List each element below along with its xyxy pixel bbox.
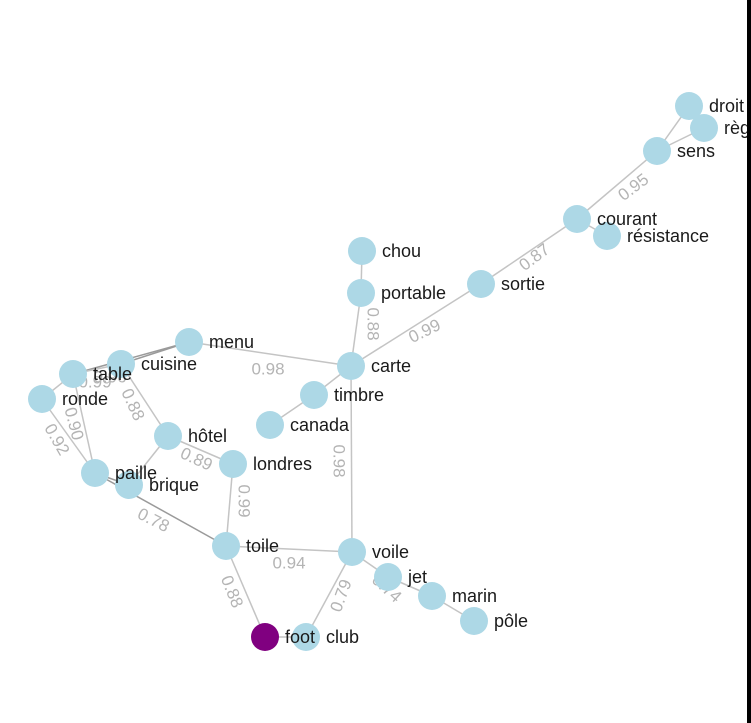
node-timbre[interactable] [300, 381, 328, 409]
node-label-table: table [93, 364, 132, 384]
edge-table-paille [72, 373, 96, 474]
node-label-pole: pôle [494, 611, 528, 631]
node-portable[interactable] [347, 279, 375, 307]
node-label-jet: jet [407, 567, 427, 587]
edge-ronde-paille [41, 398, 96, 474]
node-courant[interactable] [563, 205, 591, 233]
node-chou[interactable] [348, 237, 376, 265]
node-label-club: club [326, 627, 359, 647]
node-label-menu: menu [209, 332, 254, 352]
node-label-sens: sens [677, 141, 715, 161]
node-label-voile: voile [372, 542, 409, 562]
edge-weight-carte-voile: 0.98 [330, 444, 349, 477]
node-label-courant: courant [597, 209, 657, 229]
edge-sens-courant [576, 150, 658, 220]
node-cuisine[interactable] [107, 350, 135, 378]
node-label-paille: paille [115, 463, 157, 483]
node-label-cuisine: cuisine [141, 354, 197, 374]
node-resistance[interactable] [593, 222, 621, 250]
node-label-regle: règ [724, 118, 750, 138]
node-label-hotel: hôtel [188, 426, 227, 446]
edge-carte-menu [188, 341, 352, 367]
edge-weight-hotel-londres: 0.89 [177, 443, 215, 474]
node-label-canada: canada [290, 415, 350, 435]
node-label-sortie: sortie [501, 274, 545, 294]
node-hotel[interactable] [154, 422, 182, 450]
edge-weight-carte-menu: 0.98 [251, 359, 284, 378]
edge-weight-courant-sortie: 0.87 [515, 240, 553, 275]
edge-weight-sortie-carte: 0.99 [406, 315, 444, 347]
node-paille[interactable] [81, 459, 109, 487]
node-label-chou: chou [382, 241, 421, 261]
edge-toile-foot [225, 545, 266, 638]
node-jet[interactable] [374, 563, 402, 591]
node-table[interactable] [59, 360, 87, 388]
node-canada[interactable] [256, 411, 284, 439]
edge-voile-club [305, 551, 353, 638]
window-edge [747, 0, 751, 723]
edge-weight-sens-courant: 0.95 [614, 170, 652, 205]
edge-courant-sortie [480, 218, 578, 285]
edge-weight-portable-carte: 0.88 [364, 307, 383, 340]
edge-weight-cuisine-hotel: 0.88 [117, 386, 148, 424]
edge-sortie-carte [350, 283, 482, 367]
node-marin[interactable] [418, 582, 446, 610]
node-foot[interactable] [251, 623, 279, 651]
node-label-marin: marin [452, 586, 497, 606]
node-sens[interactable] [643, 137, 671, 165]
edge-carte-voile [350, 365, 353, 553]
node-label-carte: carte [371, 356, 411, 376]
edge-toile-voile [225, 545, 353, 553]
node-voile[interactable] [338, 538, 366, 566]
node-label-brique: brique [149, 475, 199, 495]
edge-weight-paille-toile: 0.78 [134, 504, 172, 536]
node-londres[interactable] [219, 450, 247, 478]
node-label-timbre: timbre [334, 385, 384, 405]
graph-nodes [28, 92, 718, 651]
node-ronde[interactable] [28, 385, 56, 413]
node-label-droite: droit [709, 96, 744, 116]
edge-cuisine-hotel [120, 363, 169, 437]
node-menu[interactable] [175, 328, 203, 356]
node-droite[interactable] [675, 92, 703, 120]
node-label-portable: portable [381, 283, 446, 303]
node-regle[interactable] [690, 114, 718, 142]
node-label-resistance: résistance [627, 226, 709, 246]
edge-weight-toile-foot: 0.88 [217, 573, 247, 611]
node-label-londres: londres [253, 454, 312, 474]
node-label-ronde: ronde [62, 389, 108, 409]
edge-weight-londres-toile: 0.99 [235, 484, 254, 517]
node-pole[interactable] [460, 607, 488, 635]
node-toile[interactable] [212, 532, 240, 560]
node-sortie[interactable] [467, 270, 495, 298]
node-club[interactable] [292, 623, 320, 651]
node-label-foot: foot [285, 627, 315, 647]
edge-weight-table-ronde: 0.99 [78, 372, 111, 391]
edge-weight-toile-voile: 0.94 [272, 553, 305, 572]
node-label-toile: toile [246, 536, 279, 556]
node-carte[interactable] [337, 352, 365, 380]
node-brique[interactable] [115, 471, 143, 499]
edge-weight-voile-club: 0.79 [326, 577, 355, 615]
